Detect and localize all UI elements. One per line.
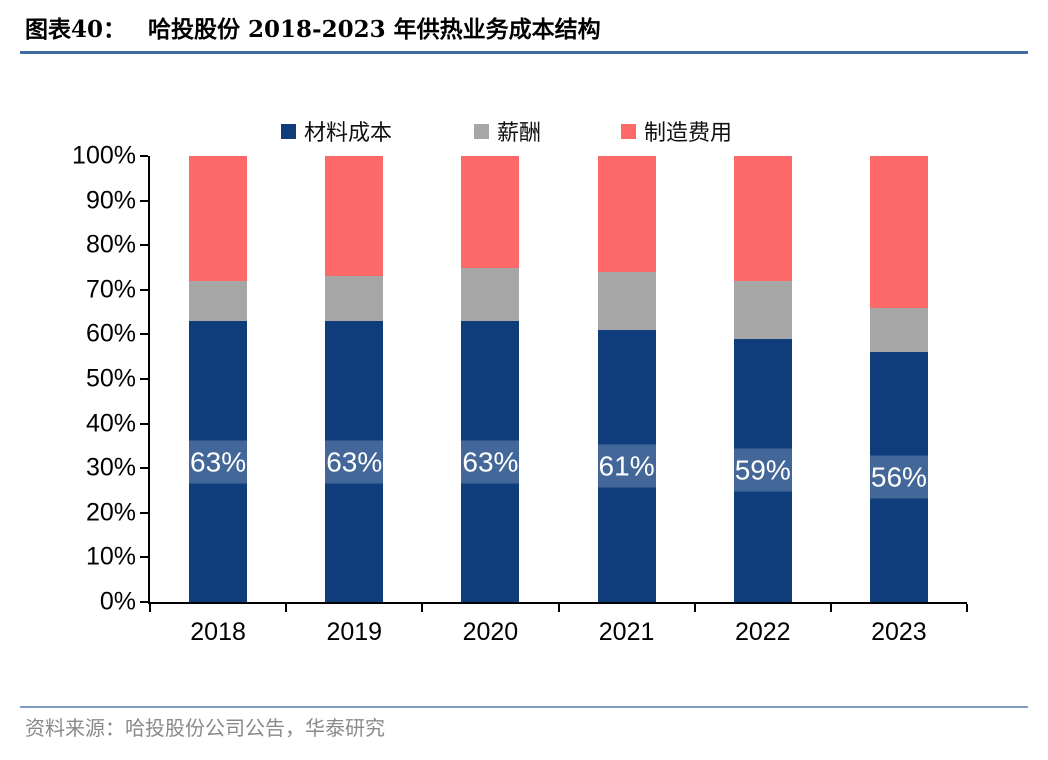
- y-axis-tick-label: 100%: [72, 141, 136, 170]
- bar-segment-series3: [189, 156, 248, 281]
- y-axis-tick: [140, 333, 148, 336]
- legend-swatch-icon: [474, 123, 489, 139]
- footer-divider-line: [20, 706, 1028, 708]
- bar-data-label: 63%: [189, 440, 248, 484]
- y-axis-tick-label: 20%: [85, 498, 136, 527]
- legend-item-series1: 材料成本: [281, 119, 392, 146]
- legend-label: 材料成本: [304, 121, 393, 146]
- stacked-bar-2022: 59%: [733, 156, 792, 602]
- y-axis-tick: [140, 556, 148, 559]
- bar-segment-series1: 56%: [869, 352, 928, 602]
- legend-label: 薪酬: [497, 121, 542, 146]
- legend-swatch-icon: [281, 123, 296, 139]
- chart-legend: 材料成本 薪酬 制造费用: [0, 119, 1048, 146]
- bar-data-label: 63%: [461, 440, 520, 484]
- figure-title: 图表40： 哈投股份 2018-2023 年供热业务成本结构: [25, 10, 601, 44]
- x-axis-category-label: 2018: [190, 618, 246, 646]
- legend-swatch-icon: [621, 123, 636, 139]
- y-axis-tick-label: 80%: [85, 230, 136, 259]
- y-axis-tick: [140, 378, 148, 380]
- x-axis-category-label: 2021: [598, 618, 655, 646]
- title-divider-line: [20, 51, 1028, 54]
- y-axis-tick-label: 30%: [85, 453, 136, 482]
- y-axis-tick-label: 50%: [85, 364, 136, 393]
- bar-segment-series1: 63%: [189, 321, 248, 602]
- bar-segment-series3: [733, 156, 792, 281]
- y-axis-tick-label: 70%: [85, 275, 136, 304]
- x-axis-tick: [966, 604, 968, 612]
- x-axis-category-label: 2019: [326, 618, 383, 646]
- x-axis-category-label: 2022: [734, 618, 791, 646]
- y-axis-tick: [140, 467, 148, 470]
- plot-area: 0% 10% 20% 30% 40% 50% 60% 70% 80% 90% 100% 63% 2018…: [72, 142, 968, 646]
- bar-data-label: 59%: [733, 448, 792, 492]
- stacked-bar-2019: 63%: [325, 156, 384, 602]
- stacked-bar-2023: 56%: [869, 156, 928, 602]
- x-axis-tick: [149, 604, 151, 612]
- bar-segment-series2: [325, 276, 384, 322]
- y-axis-tick: [140, 244, 148, 247]
- bar-segment-series3: [461, 156, 520, 268]
- y-axis-tick-label: 0%: [99, 587, 136, 616]
- y-axis-tick: [140, 422, 148, 425]
- stacked-bar-2021: 61%: [597, 156, 656, 602]
- y-axis-tick: [140, 511, 148, 514]
- bar-segment-series2: [733, 280, 792, 339]
- bar-segment-series2: [189, 280, 248, 322]
- source-note: 资料来源：哈投股份公司公告，华泰研究: [25, 716, 385, 740]
- bar-segment-series1: 61%: [597, 329, 656, 602]
- y-axis-tick: [140, 601, 148, 603]
- legend-item-series2: 薪酬: [474, 119, 541, 146]
- x-axis-tick: [421, 604, 424, 612]
- y-axis-tick: [140, 199, 148, 202]
- bar-segment-series3: [325, 156, 384, 277]
- bar-segment-series2: [597, 271, 656, 330]
- legend-item-series3: 制造费用: [621, 119, 732, 146]
- bar-segment-series1: 63%: [325, 321, 384, 602]
- legend-label: 制造费用: [644, 121, 733, 146]
- x-axis-tick: [557, 604, 560, 612]
- bar-data-label: 63%: [325, 440, 384, 484]
- figure-number: 图表40：: [25, 16, 127, 43]
- y-axis-tick-label: 90%: [85, 186, 136, 215]
- x-axis-tick: [285, 604, 288, 612]
- x-axis-category-label: 2023: [871, 618, 927, 646]
- bar-segment-series3: [597, 156, 656, 272]
- bar-segment-series2: [461, 267, 520, 322]
- y-axis-tick-label: 60%: [85, 319, 136, 348]
- y-axis-tick-label: 40%: [85, 409, 136, 438]
- figure-title-text: 哈投股份 2018-2023 年供热业务成本结构: [148, 16, 601, 43]
- bar-segment-series1: 59%: [733, 338, 792, 602]
- x-axis-tick: [693, 604, 696, 612]
- y-axis-tick: [140, 288, 148, 291]
- y-axis-tick-label: 10%: [85, 542, 136, 571]
- bar-segment-series1: 63%: [461, 321, 520, 602]
- stacked-bar-2020: 63%: [461, 156, 520, 602]
- bar-data-label: 61%: [597, 444, 656, 488]
- y-axis-tick: [140, 155, 148, 157]
- bar-segment-series3: [869, 156, 928, 308]
- x-axis-tick: [829, 604, 832, 612]
- bar-segment-series2: [869, 307, 928, 353]
- stacked-bar-2018: 63%: [189, 156, 248, 602]
- x-axis-category-label: 2020: [462, 618, 519, 646]
- bar-data-label: 56%: [869, 455, 928, 499]
